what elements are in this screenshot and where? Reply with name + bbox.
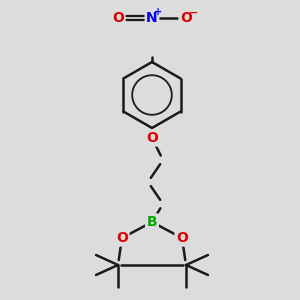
Text: O: O: [112, 11, 124, 25]
Text: B: B: [147, 215, 157, 229]
Text: O: O: [146, 131, 158, 145]
Text: O: O: [176, 231, 188, 245]
Text: O: O: [180, 11, 192, 25]
Text: O: O: [116, 231, 128, 245]
Text: +: +: [154, 7, 162, 17]
Text: −: −: [189, 8, 199, 18]
Text: N: N: [146, 11, 158, 25]
